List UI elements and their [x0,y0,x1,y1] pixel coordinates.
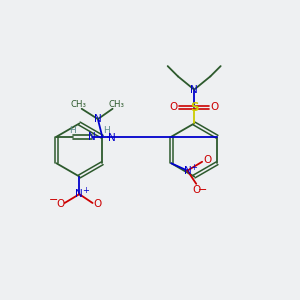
Text: O: O [93,200,101,209]
Text: +: + [190,163,197,172]
Text: N: N [108,133,115,143]
Text: −: − [49,195,58,205]
Text: H: H [103,126,110,135]
Text: O: O [56,200,64,209]
Text: N: N [88,132,96,142]
Text: −: − [198,185,207,195]
Text: +: + [82,186,89,195]
Text: H: H [69,126,76,135]
Text: N: N [184,166,191,176]
Text: O: O [211,102,219,112]
Text: N: N [76,189,83,199]
Text: O: O [169,102,178,112]
Text: CH₃: CH₃ [108,100,124,109]
Text: O: O [203,155,211,165]
Text: N: N [190,85,198,94]
Text: O: O [192,185,200,195]
Text: N: N [94,114,102,124]
Text: S: S [190,101,198,114]
Text: CH₃: CH₃ [70,100,86,109]
